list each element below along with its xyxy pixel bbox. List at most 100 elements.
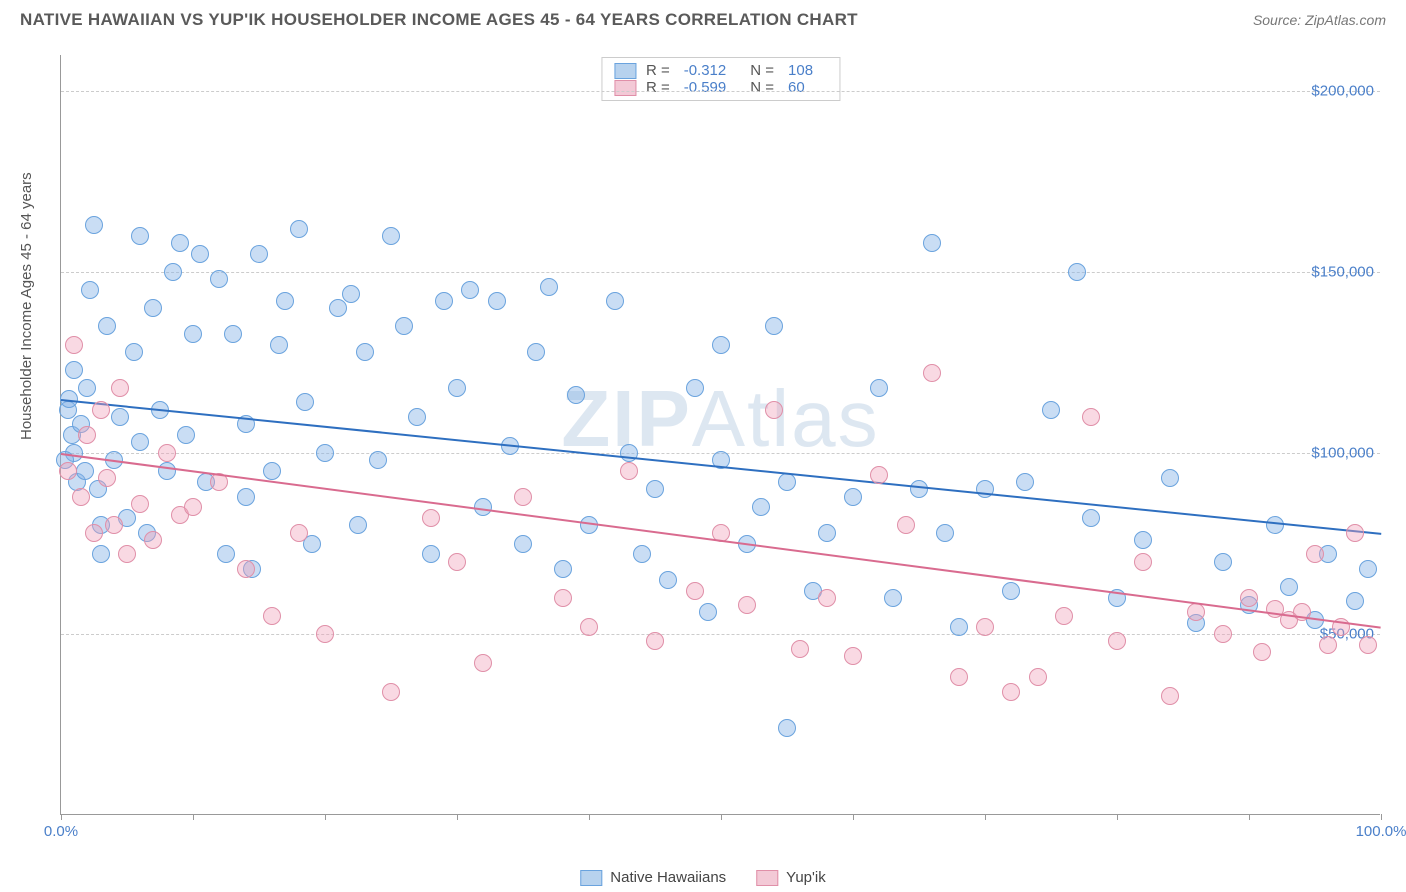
y-tick-label: $100,000	[1311, 445, 1374, 462]
legend-n-value: 60	[788, 79, 805, 96]
data-point	[92, 401, 110, 419]
data-point	[144, 531, 162, 549]
data-point	[1042, 401, 1060, 419]
trend-line	[61, 399, 1381, 535]
x-tick	[985, 814, 986, 820]
data-point	[870, 379, 888, 397]
data-point	[144, 299, 162, 317]
data-point	[950, 668, 968, 686]
data-point	[158, 462, 176, 480]
data-point	[92, 545, 110, 563]
x-tick	[721, 814, 722, 820]
data-point	[191, 245, 209, 263]
legend-item: Native Hawaiians	[580, 869, 726, 886]
legend-series-name: Yup'ik	[786, 869, 826, 886]
x-tick	[325, 814, 326, 820]
data-point	[1240, 589, 1258, 607]
data-point	[1253, 643, 1271, 661]
data-point	[422, 509, 440, 527]
trend-line	[61, 453, 1381, 629]
data-point	[554, 589, 572, 607]
data-point	[1359, 560, 1377, 578]
data-point	[184, 325, 202, 343]
data-point	[98, 469, 116, 487]
x-tick	[853, 814, 854, 820]
data-point	[290, 524, 308, 542]
legend-row: R =-0.312N =108	[614, 62, 827, 79]
data-point	[217, 545, 235, 563]
data-point	[712, 336, 730, 354]
data-point	[237, 560, 255, 578]
data-point	[111, 408, 129, 426]
chart-title: NATIVE HAWAIIAN VS YUP'IK HOUSEHOLDER IN…	[20, 10, 858, 30]
legend-swatch	[614, 63, 636, 79]
data-point	[65, 336, 83, 354]
data-point	[686, 379, 704, 397]
data-point	[382, 227, 400, 245]
data-point	[1346, 524, 1364, 542]
data-point	[59, 462, 77, 480]
gridline	[61, 91, 1380, 92]
data-point	[1161, 687, 1179, 705]
data-point	[686, 582, 704, 600]
data-point	[580, 516, 598, 534]
data-point	[78, 426, 96, 444]
data-point	[818, 589, 836, 607]
data-point	[1134, 553, 1152, 571]
data-point	[111, 379, 129, 397]
x-tick	[193, 814, 194, 820]
data-point	[646, 632, 664, 650]
source-attribution: Source: ZipAtlas.com	[1253, 12, 1386, 28]
data-point	[699, 603, 717, 621]
data-point	[270, 336, 288, 354]
data-point	[659, 571, 677, 589]
legend-n-label: N =	[750, 79, 774, 96]
data-point	[125, 343, 143, 361]
data-point	[382, 683, 400, 701]
data-point	[514, 488, 532, 506]
x-tick	[589, 814, 590, 820]
series-legend: Native Hawaiians Yup'ik	[580, 869, 825, 886]
data-point	[976, 618, 994, 636]
data-point	[395, 317, 413, 335]
data-point	[1002, 582, 1020, 600]
data-point	[65, 361, 83, 379]
data-point	[158, 444, 176, 462]
x-tick	[457, 814, 458, 820]
data-point	[224, 325, 242, 343]
legend-swatch	[614, 80, 636, 96]
data-point	[567, 386, 585, 404]
data-point	[923, 234, 941, 252]
data-point	[356, 343, 374, 361]
data-point	[474, 654, 492, 672]
data-point	[435, 292, 453, 310]
data-point	[329, 299, 347, 317]
y-axis-label: Householder Income Ages 45 - 64 years	[18, 172, 35, 440]
data-point	[1029, 668, 1047, 686]
data-point	[1319, 636, 1337, 654]
data-point	[276, 292, 294, 310]
legend-r-value: -0.599	[684, 79, 727, 96]
data-point	[1306, 545, 1324, 563]
legend-r-label: R =	[646, 79, 670, 96]
data-point	[1187, 603, 1205, 621]
data-point	[1055, 607, 1073, 625]
data-point	[171, 234, 189, 252]
correlation-legend: R =-0.312N =108R = -0.599 N = 60	[601, 57, 840, 101]
data-point	[620, 444, 638, 462]
legend-row: R = -0.599 N = 60	[614, 79, 827, 96]
data-point	[976, 480, 994, 498]
data-point	[78, 379, 96, 397]
legend-swatch	[580, 870, 602, 886]
data-point	[164, 263, 182, 281]
data-point	[646, 480, 664, 498]
gridline	[61, 634, 1380, 635]
data-point	[210, 270, 228, 288]
data-point	[738, 596, 756, 614]
data-point	[1108, 632, 1126, 650]
data-point	[1266, 516, 1284, 534]
gridline	[61, 272, 1380, 273]
legend-swatch	[756, 870, 778, 886]
scatter-chart: ZIPAtlas R =-0.312N =108R =-0.599N =60 $…	[60, 55, 1380, 815]
data-point	[263, 607, 281, 625]
